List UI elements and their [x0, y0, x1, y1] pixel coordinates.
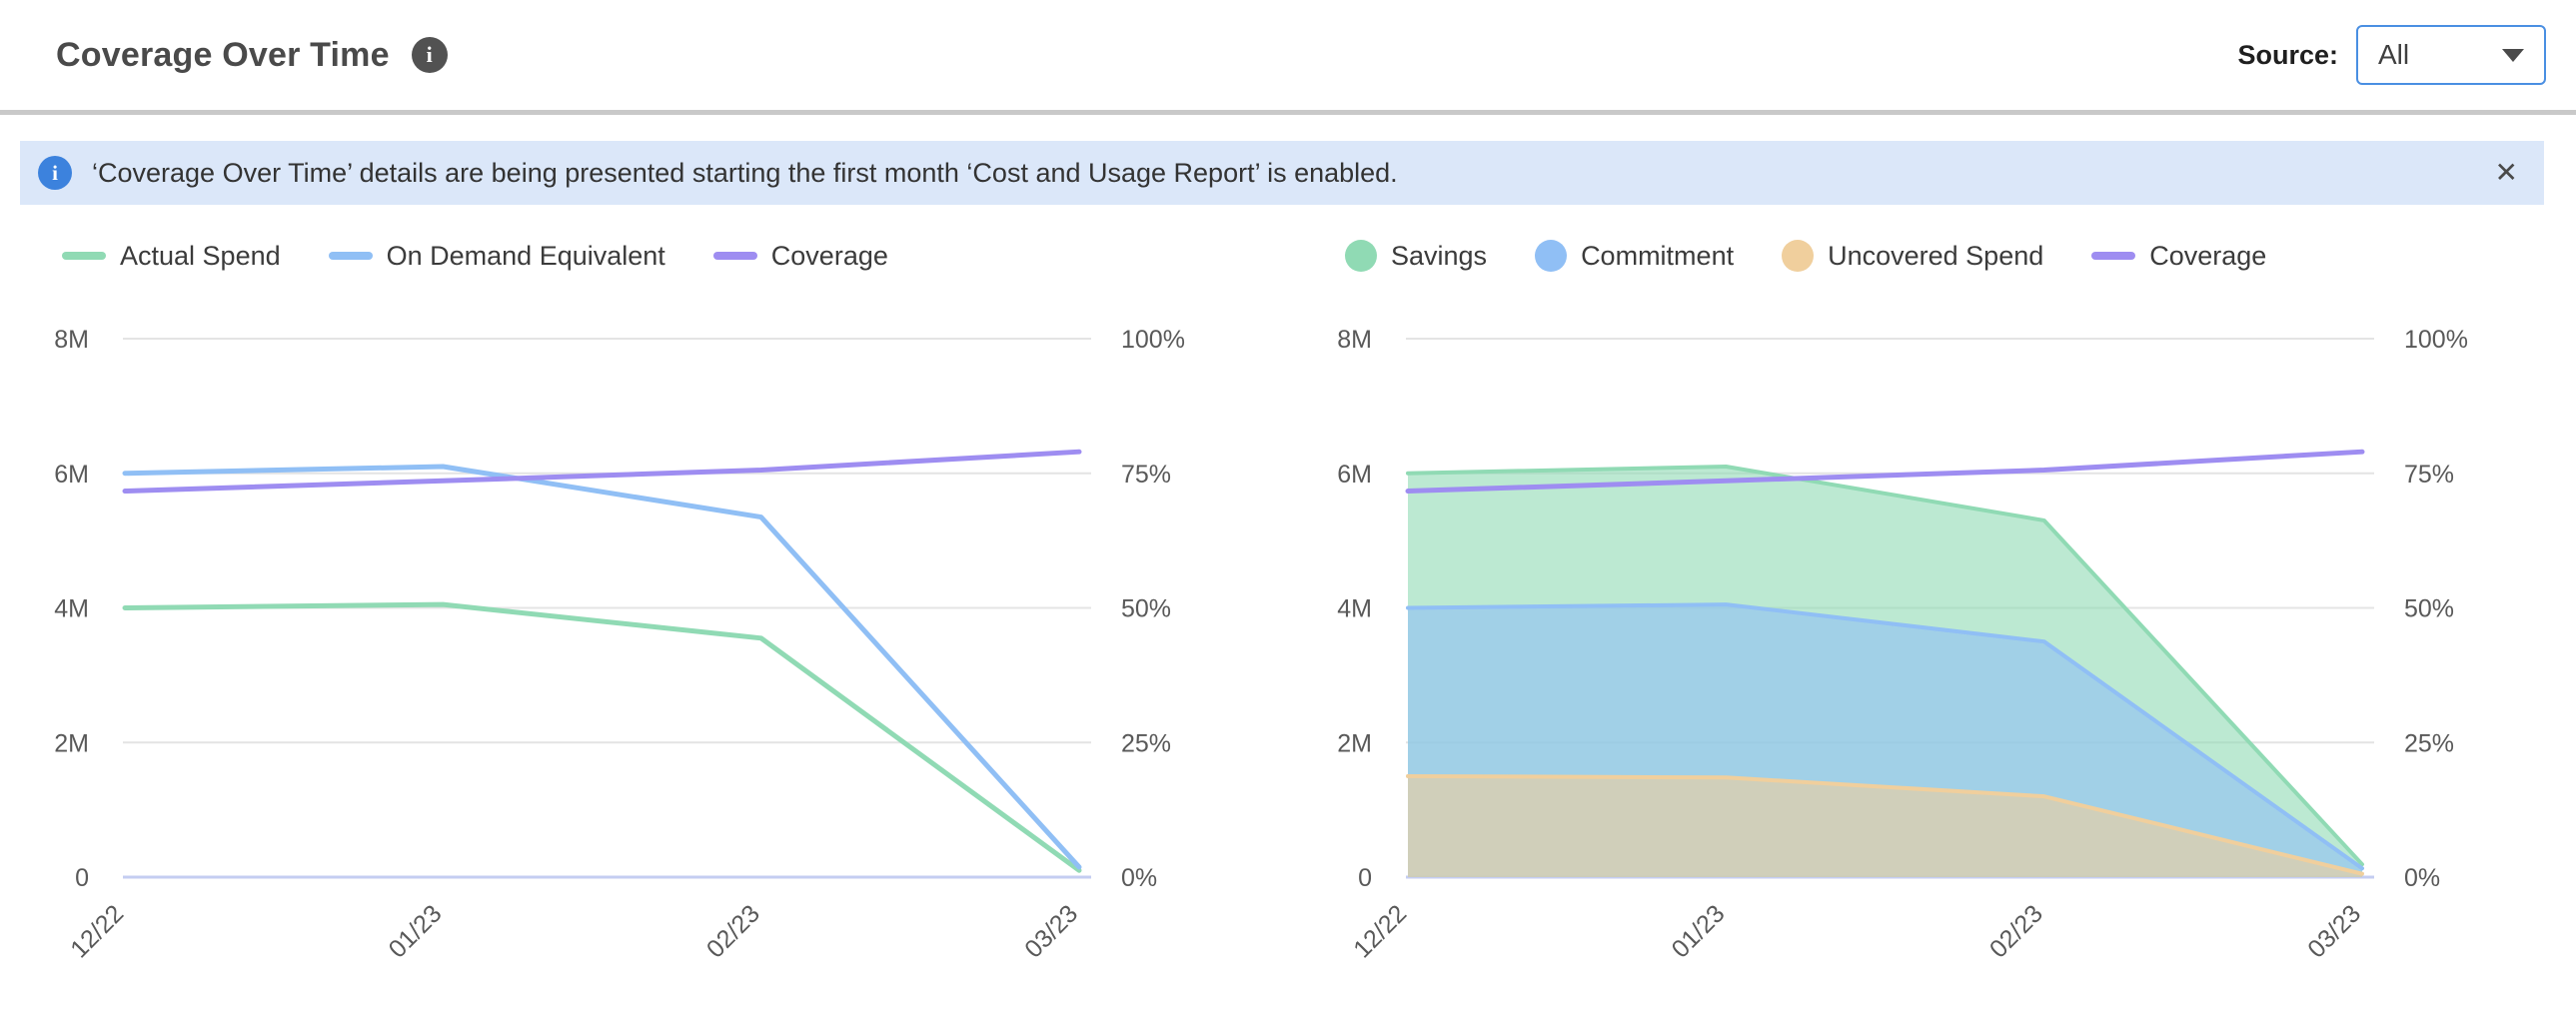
y-axis-right-tick: 100% [2404, 326, 2468, 354]
coverage-line-chart: 0 0% 2M 25% 4M 50% 6M 75% 8M 100% 12/22 01/23 02/23 0… [54, 326, 1185, 963]
legend-marker [1345, 240, 1377, 272]
y-axis-left-tick: 6M [54, 461, 89, 489]
title-group: Coverage Over Time i [56, 36, 448, 75]
legend-marker [1535, 240, 1568, 272]
legend-marker [62, 252, 106, 260]
y-axis-left-tick: 6M [1337, 461, 1372, 489]
charts-row: Actual Spend On Demand Equivalent Coverage… [0, 205, 2576, 1006]
y-axis-right-tick: 0% [2404, 864, 2440, 892]
legend-marker [328, 252, 373, 260]
area-top-commitment [1406, 602, 2364, 871]
area-chart-legend: Savings Commitment Uncovered Spend Coverage [1313, 229, 2548, 283]
y-axis-right-tick: 0% [1121, 864, 1157, 892]
x-axis-tick: 03/23 [2302, 899, 2366, 963]
legend-item-uncovered-spend[interactable]: Uncovered Spend [1782, 240, 2043, 272]
source-filter-group: Source: All [2237, 25, 2546, 85]
y-axis-right-tick: 50% [2404, 595, 2454, 623]
info-icon[interactable]: i [411, 37, 448, 73]
legend-label: Commitment [1581, 240, 1735, 271]
close-icon[interactable]: ✕ [2494, 157, 2518, 188]
legend-item-savings[interactable]: Savings [1345, 240, 1487, 272]
header-divider [0, 110, 2576, 115]
x-axis-tick: 12/22 [1348, 899, 1412, 963]
y-axis-left-tick: 4M [1337, 595, 1372, 623]
legend-label: Actual Spend [120, 240, 281, 271]
legend-marker [2091, 252, 2136, 260]
y-axis-right-tick: 25% [2404, 729, 2454, 757]
y-axis-left-tick: 4M [54, 595, 89, 623]
y-axis-left-tick: 0 [75, 864, 89, 892]
area-uncovered-spend [1408, 775, 2362, 877]
y-axis-left-tick: 8M [1337, 326, 1372, 354]
line-coverage [1405, 449, 2365, 495]
chevron-down-icon [2502, 48, 2524, 62]
legend-label: On Demand Equivalent [386, 240, 665, 271]
y-axis-right-tick: 25% [1121, 729, 1171, 757]
x-axis-tick: 01/23 [384, 899, 448, 963]
legend-item-coverage[interactable]: Coverage [712, 240, 888, 272]
area-top-savings [1406, 465, 2364, 867]
line-actual-spend [122, 601, 1082, 873]
legend-label: Savings [1391, 240, 1488, 271]
legend-marker [1782, 240, 1815, 272]
y-axis-right-tick: 50% [1121, 595, 1171, 623]
y-axis-left-tick: 2M [1337, 729, 1372, 757]
legend-item-coverage[interactable]: Coverage [2091, 241, 2266, 272]
x-axis-tick: 12/22 [65, 899, 129, 963]
line-coverage [122, 449, 1082, 495]
y-axis-right-tick: 75% [1121, 461, 1171, 489]
coverage-area-chart: 0 0% 2M 25% 4M 50% 6M 75% 8M 100% 12/22 01/23 02/23 0… [1337, 326, 2468, 963]
legend-label: Coverage [770, 240, 888, 271]
legend-item-commitment[interactable]: Commitment [1535, 240, 1734, 272]
x-axis-tick: 01/23 [1667, 899, 1731, 963]
y-axis-right-tick: 75% [2404, 461, 2454, 489]
x-axis-tick: 02/23 [1984, 899, 2048, 963]
banner-info-icon: i [38, 156, 72, 190]
info-banner: i ‘Coverage Over Time’ details are being… [20, 141, 2544, 205]
x-axis-tick: 02/23 [701, 899, 765, 963]
page-header: Coverage Over Time i Source: All [0, 0, 2576, 110]
legend-item-on-demand-equivalent[interactable]: On Demand Equivalent [328, 240, 665, 272]
source-label: Source: [2237, 39, 2338, 70]
line-chart-legend: Actual Spend On Demand Equivalent Coverage [30, 229, 1265, 283]
y-axis-left-tick: 2M [54, 729, 89, 757]
legend-marker [712, 252, 757, 260]
y-axis-left-tick: 0 [1358, 864, 1372, 892]
area-chart-panel: Savings Commitment Uncovered Spend Coverage… [1313, 229, 2548, 1006]
line-chart-panel: Actual Spend On Demand Equivalent Coverage… [30, 229, 1265, 1006]
source-select[interactable]: All [2356, 25, 2546, 85]
legend-label: Coverage [2149, 240, 2267, 271]
banner-text: ‘Coverage Over Time’ details are being p… [92, 157, 1398, 188]
x-axis-tick: 03/23 [1019, 899, 1083, 963]
legend-label: Uncovered Spend [1828, 240, 2044, 271]
y-axis-right-tick: 100% [1121, 326, 1185, 354]
y-axis-left-tick: 8M [54, 326, 89, 354]
area-top-uncovered-spend [1406, 773, 2364, 876]
source-select-value: All [2378, 39, 2410, 70]
line-on-demand-equivalent [122, 464, 1082, 870]
page-title: Coverage Over Time [56, 35, 390, 74]
legend-item-actual-spend[interactable]: Actual Spend [62, 241, 281, 272]
